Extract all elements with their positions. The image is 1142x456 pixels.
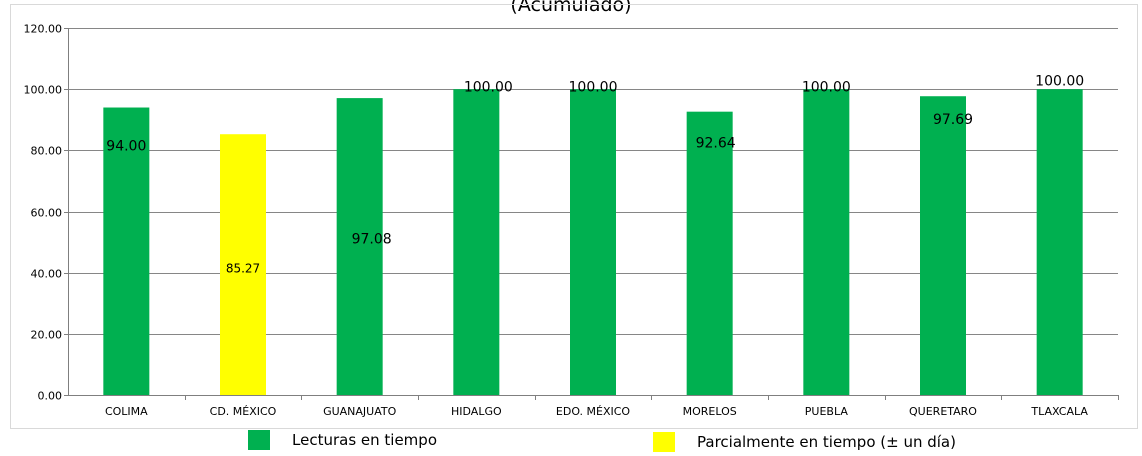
bar-puebla	[803, 89, 850, 396]
bar-cd-m-xico	[220, 134, 266, 395]
data-label: 94.00	[106, 138, 146, 154]
bar-morelos	[686, 111, 733, 396]
data-label: 97.69	[933, 112, 973, 128]
x-tick-label: PUEBLA	[805, 405, 849, 418]
bar-chart: 0.00 20.00 40.00 60.00 80.00 100.00 120.00 COLI…	[10, 4, 1138, 429]
data-label: 100.00	[464, 80, 513, 96]
data-label: 100.00	[569, 80, 618, 96]
bar-hidalgo	[453, 89, 500, 396]
bar-edo-m-xico	[570, 89, 616, 396]
y-tick-label: 60.00	[31, 207, 63, 220]
legend-swatch-on-time	[248, 430, 270, 450]
legend-label-partial: Parcialmente en tiempo (± un día)	[697, 433, 956, 451]
y-tick-label: 100.00	[24, 84, 63, 97]
data-label: 92.64	[696, 135, 736, 151]
legend-item-partial: Parcialmente en tiempo (± un día)	[653, 432, 956, 452]
bar-colima	[103, 107, 150, 396]
x-tick-label: CD. MÉXICO	[210, 405, 277, 418]
data-label: 100.00	[802, 80, 851, 96]
legend-label-on-time: Lecturas en tiempo	[292, 431, 437, 449]
legend-swatch-partial	[653, 432, 675, 452]
chart-frame	[10, 4, 1138, 429]
data-label: 100.00	[1035, 73, 1084, 89]
y-tick-label: 40.00	[31, 268, 63, 281]
x-tick-label: QUERETARO	[909, 405, 977, 418]
y-tick-label: 20.00	[31, 329, 63, 342]
x-tick-label: HIDALGO	[451, 405, 502, 418]
data-label: 85.27	[226, 262, 260, 276]
y-tick-label: 80.00	[31, 145, 63, 158]
x-tick-label: COLIMA	[105, 405, 148, 418]
x-tick-label: MORELOS	[683, 405, 737, 418]
x-tick-label: EDO. MÉXICO	[556, 405, 631, 418]
bar-queretaro	[920, 96, 966, 395]
x-tick-label: GUANAJUATO	[323, 405, 397, 418]
y-tick-label: 0.00	[38, 390, 63, 403]
x-tick-label: TLAXCALA	[1030, 405, 1088, 418]
bar-guanajuato	[336, 98, 383, 396]
data-label: 97.08	[352, 232, 392, 248]
bar-tlaxcala	[1036, 89, 1083, 396]
legend-item-on-time: Lecturas en tiempo	[248, 430, 437, 450]
y-tick-label: 120.00	[24, 23, 63, 36]
